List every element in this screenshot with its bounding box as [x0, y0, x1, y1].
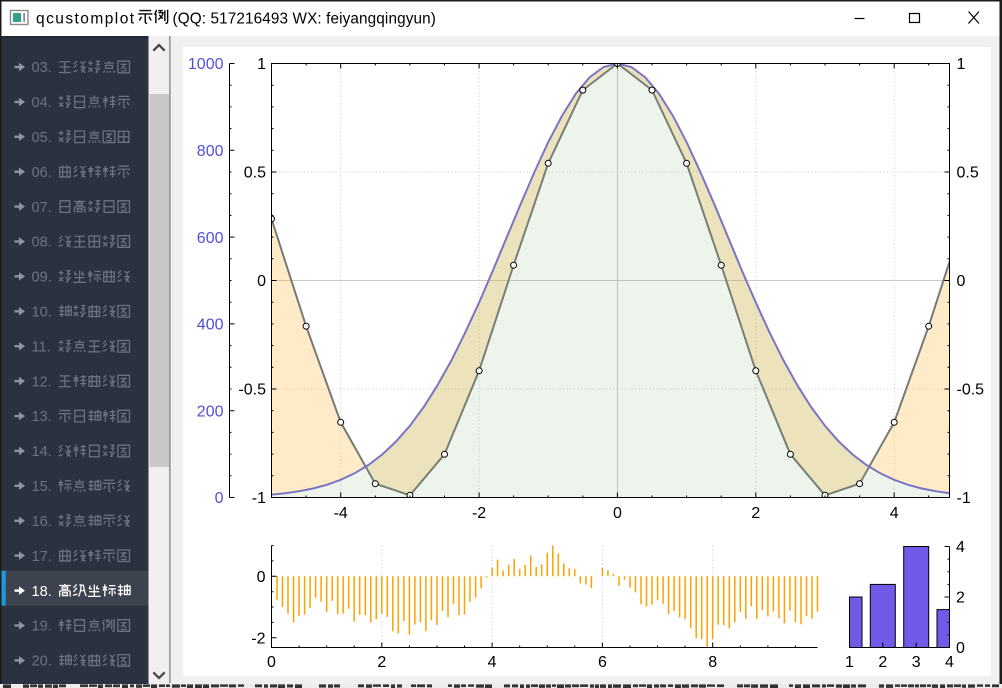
svg-text:4: 4 [890, 505, 899, 522]
svg-text:-0.5: -0.5 [238, 382, 266, 399]
svg-text:13.: 13. [32, 409, 52, 425]
svg-text:0: 0 [215, 490, 224, 507]
svg-text:400: 400 [197, 317, 224, 334]
svg-text:18.: 18. [32, 584, 52, 600]
svg-text:0.5: 0.5 [244, 165, 266, 182]
svg-text:2: 2 [878, 654, 887, 671]
svg-text:0: 0 [956, 640, 965, 657]
svg-text:08.: 08. [32, 235, 52, 251]
svg-text:03.: 03. [32, 60, 52, 76]
svg-text:2: 2 [751, 505, 760, 522]
svg-text:06.: 06. [32, 165, 52, 181]
svg-text:2: 2 [956, 590, 965, 607]
svg-text:-4: -4 [334, 505, 348, 522]
svg-text:09.: 09. [32, 270, 52, 286]
svg-text:4: 4 [488, 654, 497, 671]
svg-text:1000: 1000 [188, 56, 224, 73]
svg-text:qcustomplot: qcustomplot [36, 11, 136, 28]
svg-text:200: 200 [197, 403, 224, 420]
svg-text:1: 1 [957, 56, 966, 73]
svg-text:14.: 14. [32, 444, 52, 460]
svg-text:8: 8 [708, 654, 717, 671]
svg-text:0: 0 [257, 569, 266, 586]
svg-text:0: 0 [613, 505, 622, 522]
svg-text:04.: 04. [32, 95, 52, 111]
svg-text:6: 6 [598, 654, 607, 671]
svg-text:2: 2 [377, 654, 386, 671]
svg-text:07.: 07. [32, 200, 52, 216]
svg-text:11.: 11. [32, 339, 51, 355]
svg-text:19.: 19. [32, 619, 52, 635]
svg-text:(QQ: 517216493 WX: feiyangqing: (QQ: 517216493 WX: feiyangqingyun) [173, 11, 436, 28]
svg-text:1: 1 [845, 654, 854, 671]
svg-text:3: 3 [912, 654, 921, 671]
svg-text:-2: -2 [472, 505, 486, 522]
svg-text:12.: 12. [32, 374, 52, 390]
svg-text:20.: 20. [32, 654, 52, 670]
svg-text:4: 4 [956, 539, 965, 556]
svg-text:-2: -2 [251, 630, 265, 647]
svg-text:16.: 16. [32, 514, 52, 530]
svg-text:0.5: 0.5 [957, 165, 979, 182]
svg-text:1: 1 [257, 56, 266, 73]
svg-text:-1: -1 [957, 490, 971, 507]
svg-text:600: 600 [197, 230, 224, 247]
svg-text:-1: -1 [252, 490, 266, 507]
svg-text:-0.5: -0.5 [957, 382, 985, 399]
svg-text:0: 0 [267, 654, 276, 671]
svg-text:0: 0 [957, 273, 966, 290]
svg-text:800: 800 [197, 143, 224, 160]
svg-text:05.: 05. [32, 130, 52, 146]
svg-text:15.: 15. [32, 479, 52, 495]
svg-text:10.: 10. [32, 305, 52, 321]
svg-text:0: 0 [257, 273, 266, 290]
svg-text:4: 4 [945, 654, 954, 671]
svg-text:17.: 17. [32, 549, 52, 565]
